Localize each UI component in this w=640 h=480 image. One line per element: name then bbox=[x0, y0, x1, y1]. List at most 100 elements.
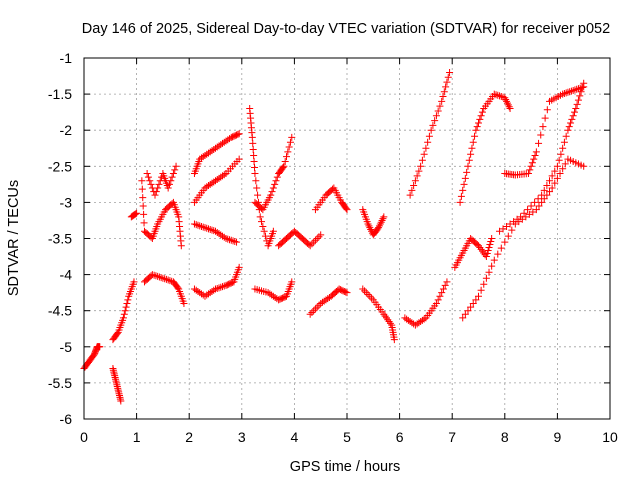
data-point bbox=[196, 222, 204, 230]
data-point bbox=[473, 123, 481, 131]
data-point bbox=[436, 292, 444, 300]
data-point bbox=[365, 222, 373, 230]
data-point bbox=[206, 289, 214, 297]
data-point bbox=[463, 168, 471, 176]
data-point bbox=[217, 283, 225, 291]
data-point bbox=[123, 299, 131, 307]
data-point bbox=[488, 262, 496, 270]
data-point bbox=[476, 244, 484, 252]
data-point bbox=[253, 184, 261, 192]
x-axis-label: GPS time / hours bbox=[290, 459, 400, 475]
data-point bbox=[227, 236, 235, 244]
series-seg-t bbox=[401, 278, 451, 329]
data-point bbox=[266, 290, 274, 298]
data-point bbox=[138, 185, 146, 193]
data-point bbox=[315, 233, 323, 241]
x-tick-label: 10 bbox=[602, 429, 618, 445]
y-tick-label: -5.5 bbox=[48, 375, 72, 391]
data-point bbox=[148, 271, 156, 279]
data-point bbox=[196, 289, 204, 297]
data-point bbox=[478, 247, 486, 255]
data-point bbox=[212, 227, 219, 235]
data-point bbox=[494, 250, 502, 258]
data-point bbox=[572, 105, 580, 113]
data-point bbox=[206, 148, 214, 156]
data-point bbox=[480, 280, 488, 288]
data-point bbox=[285, 143, 293, 151]
data-point bbox=[169, 170, 177, 178]
series-seg-q bbox=[311, 184, 351, 214]
data-point bbox=[482, 274, 490, 282]
data-point bbox=[408, 319, 416, 327]
data-point bbox=[374, 225, 382, 233]
y-tick-label: -2.5 bbox=[48, 158, 72, 174]
data-point bbox=[565, 123, 573, 131]
data-point bbox=[471, 132, 479, 140]
data-point bbox=[557, 150, 565, 158]
data-point bbox=[212, 177, 219, 185]
data-point bbox=[422, 144, 430, 152]
data-point bbox=[308, 309, 316, 317]
data-point bbox=[267, 191, 275, 199]
y-tick-label: -1 bbox=[60, 50, 73, 66]
data-point bbox=[564, 88, 572, 96]
data-point bbox=[529, 208, 537, 216]
series-seg-l bbox=[246, 105, 277, 250]
data-point bbox=[219, 139, 227, 147]
data-point bbox=[467, 303, 475, 311]
y-tick-label: -3.5 bbox=[48, 231, 72, 247]
data-point bbox=[553, 174, 561, 182]
y-tick-label: -4 bbox=[60, 267, 73, 283]
data-point bbox=[532, 206, 540, 214]
data-point bbox=[556, 170, 564, 178]
data-point bbox=[96, 343, 104, 351]
data-point bbox=[559, 90, 567, 98]
data-point bbox=[201, 292, 209, 300]
data-point bbox=[117, 397, 125, 405]
data-point bbox=[490, 90, 498, 98]
data-point bbox=[368, 294, 376, 302]
data-point bbox=[252, 177, 260, 185]
data-point bbox=[269, 292, 277, 300]
series-seg-n bbox=[251, 133, 296, 214]
data-point bbox=[438, 97, 446, 105]
series-seg-i bbox=[190, 155, 243, 206]
data-point bbox=[364, 220, 372, 228]
series-seg-g bbox=[140, 271, 188, 307]
data-point bbox=[497, 93, 505, 101]
data-point bbox=[359, 285, 367, 293]
y-tick-labels: -6 -5.5 -5 -4.5 -4 -3.5 -3 -2.5 -2 -1.5 -1 bbox=[48, 50, 72, 427]
series-seg-k bbox=[190, 263, 243, 300]
series-seg-r bbox=[359, 206, 388, 239]
data-point bbox=[413, 320, 421, 328]
data-point bbox=[157, 274, 165, 282]
y-tick-label: -4.5 bbox=[48, 303, 72, 319]
data-point bbox=[251, 164, 259, 172]
data-point bbox=[440, 88, 448, 96]
data-point bbox=[504, 101, 512, 109]
data-point bbox=[268, 291, 276, 299]
data-point bbox=[390, 336, 398, 344]
data-point bbox=[375, 224, 383, 232]
data-point bbox=[231, 238, 239, 246]
data-point bbox=[196, 155, 204, 163]
data-point bbox=[224, 136, 232, 144]
series-seg-h bbox=[190, 130, 243, 178]
data-point bbox=[146, 177, 154, 185]
data-point bbox=[204, 290, 212, 298]
data-point bbox=[197, 154, 205, 162]
series-seg-d bbox=[127, 209, 141, 221]
x-tick-label: 3 bbox=[238, 429, 246, 445]
data-point bbox=[562, 89, 570, 97]
data-point bbox=[476, 115, 484, 123]
series-seg-c bbox=[109, 364, 125, 405]
data-point bbox=[229, 237, 237, 245]
data-point bbox=[249, 145, 257, 153]
data-point bbox=[477, 112, 485, 120]
data-point bbox=[192, 221, 200, 229]
data-point bbox=[438, 289, 446, 297]
data-point bbox=[526, 166, 534, 174]
data-point bbox=[487, 238, 495, 246]
series-seg-y bbox=[501, 83, 588, 179]
